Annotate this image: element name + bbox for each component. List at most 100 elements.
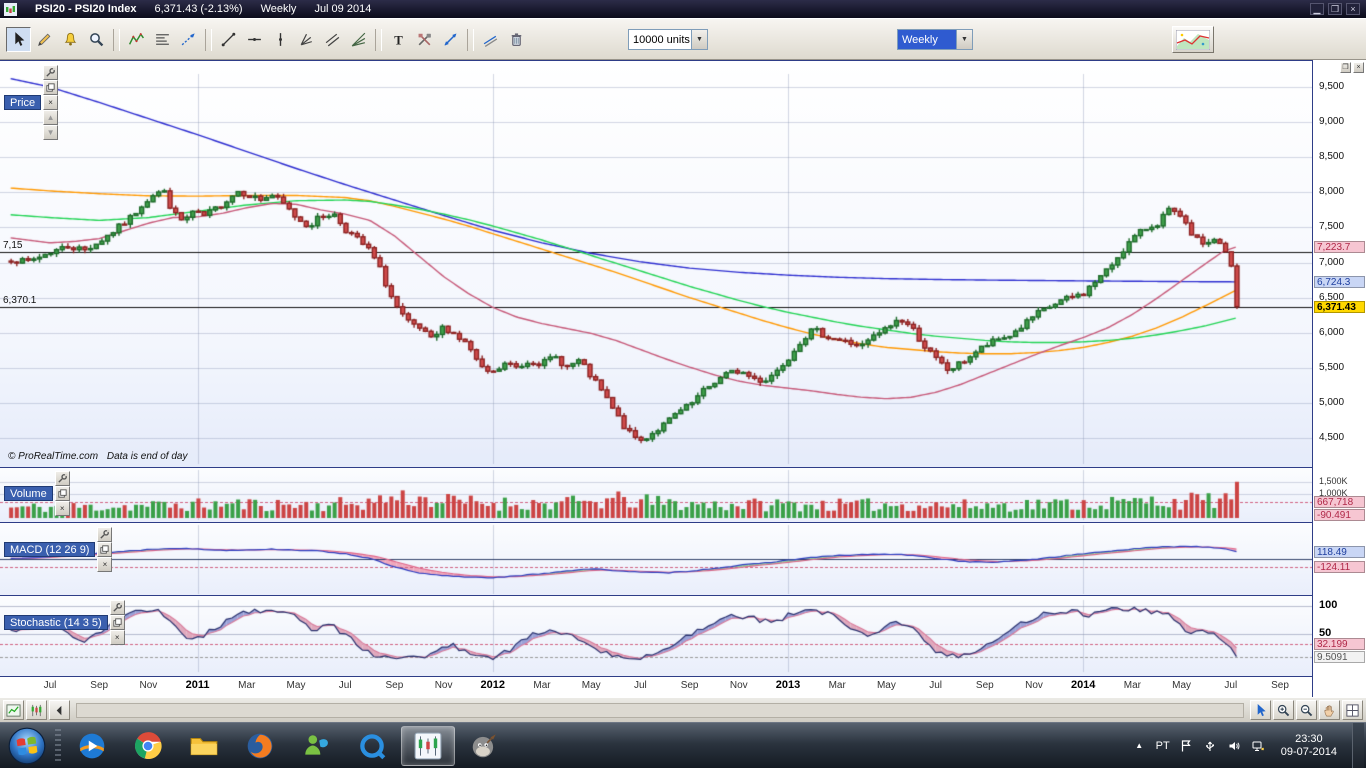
system-tray: ▲ PT 23:30 09-07-2014 (1132, 722, 1366, 768)
time-axis-label: Mar (1123, 680, 1142, 691)
price-panel-label[interactable]: Price (4, 95, 42, 110)
candles-button[interactable] (26, 700, 47, 720)
tool-pointer-button[interactable] (6, 27, 31, 52)
layers-icon[interactable] (97, 542, 113, 557)
taskbar-explorer-button[interactable] (177, 726, 231, 766)
price-level-label[interactable]: 7,15 (3, 239, 23, 251)
mini-chart-button[interactable] (3, 700, 24, 720)
taskbar-messenger-button[interactable] (289, 726, 343, 766)
panel-close-icon[interactable]: × (1353, 62, 1364, 73)
taskbar-media-player-button[interactable] (65, 726, 119, 766)
taskbar-clock[interactable]: 23:30 09-07-2014 (1275, 733, 1343, 759)
taskbar-gimp-button[interactable] (457, 726, 511, 766)
tool-text-tool-button[interactable]: T (386, 27, 411, 52)
layers-icon[interactable] (54, 486, 70, 501)
bottom-right-tools (1250, 700, 1363, 720)
zoom-out-button[interactable] (1296, 700, 1317, 720)
taskbar-quicktime-button[interactable] (345, 726, 399, 766)
taskbar-firefox-button[interactable] (233, 726, 287, 766)
titlebar-restore-button[interactable]: ❒ (1328, 3, 1342, 15)
wrench-icon[interactable] (54, 471, 70, 486)
wrench-icon[interactable] (43, 65, 59, 80)
tray-volume-icon[interactable] (1227, 738, 1242, 753)
tool-segment-button[interactable] (216, 27, 241, 52)
scroll-left-button[interactable] (49, 700, 70, 720)
layers-icon[interactable] (43, 80, 59, 95)
collapse-down-icon[interactable]: ▼ (43, 125, 59, 140)
tool-vertical-line-button[interactable] (268, 27, 293, 52)
tool-fibonacci-button[interactable] (150, 27, 175, 52)
panel-separator (0, 676, 1366, 677)
panel-separator[interactable] (0, 522, 1366, 523)
tool-trend-arrow-button[interactable] (176, 27, 201, 52)
stochastic-panel-label[interactable]: Stochastic (14 3 5) (4, 615, 108, 630)
close-icon[interactable]: × (54, 501, 70, 516)
horizontal-scrollbar[interactable] (76, 702, 1244, 718)
layout-grid-button[interactable] (1342, 700, 1363, 720)
panel-separator[interactable] (0, 467, 1366, 468)
chevron-down-icon[interactable]: ▼ (691, 30, 707, 49)
toolbar-separator (375, 28, 382, 51)
price-axis-badge: 7,223.7 (1314, 240, 1365, 253)
tool-zoom-button[interactable] (84, 27, 109, 52)
titlebar-close-button[interactable]: × (1346, 3, 1360, 15)
taskbar-chrome-button[interactable] (121, 726, 175, 766)
tool-fan-lines-button[interactable] (346, 27, 371, 52)
timeframe-dropdown[interactable]: Weekly ▼ (897, 29, 973, 50)
macd-panel-label[interactable]: MACD (12 26 9) (4, 542, 96, 557)
layers-icon[interactable] (109, 615, 125, 630)
collapse-up-icon[interactable]: ▲ (43, 110, 59, 125)
chevron-down-icon[interactable]: ▼ (956, 30, 972, 49)
price-chart-canvas[interactable] (0, 60, 1312, 468)
units-dropdown[interactable]: 10000 units ▼ (628, 29, 708, 50)
panel-restore-icon[interactable]: ❒ (1340, 62, 1351, 73)
chart-style-button[interactable] (1172, 26, 1214, 53)
price-axis-column[interactable]: ❒ × 9,500 9,000 8,500 8,000 7,500 7,000 6,500 6… (1312, 60, 1366, 697)
drawing-toolbar: T 10000 units ▼ Weekly ▼ (0, 18, 1366, 60)
close-icon[interactable]: × (97, 557, 113, 572)
tool-zigzag-pattern-button[interactable] (124, 27, 149, 52)
stochastic-axis-tick: 100 (1319, 599, 1338, 611)
tool-alert-bell-button[interactable] (58, 27, 83, 52)
hand-button[interactable] (1319, 700, 1340, 720)
wrench-icon[interactable] (97, 527, 113, 542)
chart-bottom-toolbar (0, 697, 1366, 722)
tool-pencil-button[interactable] (32, 27, 57, 52)
pointer-blue-button[interactable] (1250, 700, 1271, 720)
tool-pitchfork-button[interactable] (294, 27, 319, 52)
volume-chart-canvas[interactable] (0, 468, 1312, 523)
close-icon[interactable]: × (109, 630, 125, 645)
tool-settings-tools-button[interactable] (412, 27, 437, 52)
tool-parallel-lines-button[interactable] (478, 27, 503, 52)
window-title-quote: 6,371.43 (-2.13%) (154, 3, 243, 15)
tool-horizontal-line-button[interactable] (242, 27, 267, 52)
zoom-in-button[interactable] (1273, 700, 1294, 720)
tool-blue-arrows-button[interactable] (438, 27, 463, 52)
time-axis-label: May (1172, 680, 1192, 691)
macd-chart-canvas[interactable] (0, 523, 1312, 596)
tray-usb-icon[interactable] (1203, 738, 1218, 753)
language-indicator[interactable]: PT (1155, 739, 1170, 752)
stochastic-axis-badge: 32.199 (1314, 637, 1365, 650)
taskbar-trading-app-button[interactable] (401, 725, 455, 766)
tray-network-icon[interactable] (1251, 738, 1266, 753)
tray-flag-icon[interactable] (1179, 738, 1194, 753)
titlebar-minimize-button[interactable]: ▁ (1310, 3, 1324, 15)
time-axis-label: May (876, 680, 896, 691)
tool-delete-trash-button[interactable] (504, 27, 529, 52)
wrench-icon[interactable] (109, 600, 125, 615)
clock-time: 23:30 (1295, 732, 1323, 745)
window-titlebar[interactable]: PSI20 - PSI20 Index 6,371.43 (-2.13%) We… (0, 0, 1366, 18)
show-desktop-button[interactable] (1352, 722, 1364, 768)
price-level-label[interactable]: 6,370.1 (3, 294, 37, 306)
stochastic-chart-canvas[interactable] (0, 596, 1312, 676)
close-icon[interactable]: × (43, 95, 59, 110)
time-axis-label: Mar (828, 680, 846, 691)
volume-panel-label[interactable]: Volume (4, 486, 53, 501)
tool-channel-button[interactable] (320, 27, 345, 52)
tray-hidden-icons-icon[interactable]: ▲ (1135, 741, 1144, 750)
panel-separator[interactable] (0, 595, 1366, 596)
chart-style-icon (1176, 29, 1210, 50)
start-button[interactable] (6, 725, 48, 767)
